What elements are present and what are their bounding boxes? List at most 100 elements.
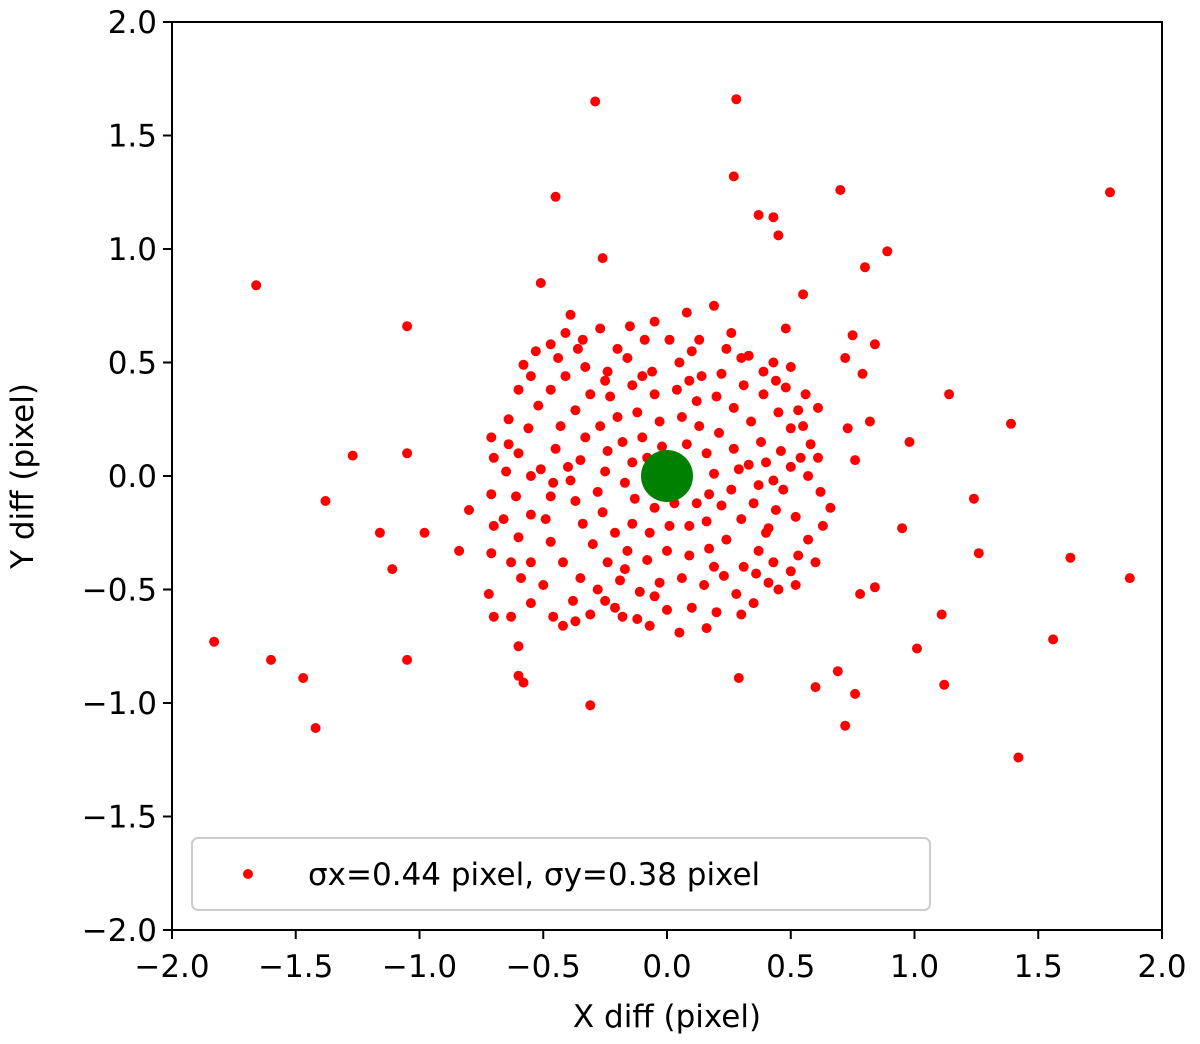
- data-point: [585, 700, 596, 711]
- data-point: [758, 366, 769, 377]
- data-point: [627, 457, 638, 468]
- data-point: [770, 505, 781, 515]
- data-point: [763, 577, 774, 588]
- data-point: [387, 564, 398, 575]
- data-point: [644, 620, 655, 631]
- data-point: [545, 384, 556, 395]
- data-point: [525, 471, 536, 481]
- data-point: [503, 439, 514, 450]
- data-point: [721, 534, 732, 545]
- data-point: [545, 491, 556, 502]
- data-point: [756, 437, 766, 447]
- data-point: [968, 493, 979, 504]
- data-point: [795, 452, 806, 463]
- data-point: [649, 591, 660, 602]
- data-point: [587, 539, 598, 550]
- axis-ticks: −2.0 −1.5 −1.0 −0.5 0.0 0.5 1.0 1.5 2.0 −2.0 −1.5 −…: [82, 5, 1187, 985]
- data-point: [402, 321, 413, 332]
- data-point: [486, 432, 497, 443]
- data-point: [498, 514, 509, 525]
- data-point: [684, 375, 695, 386]
- data-point: [785, 423, 796, 434]
- tick-label: −1.5: [258, 949, 333, 985]
- data-point: [855, 589, 866, 599]
- data-point: [733, 673, 744, 683]
- data-point: [511, 491, 521, 502]
- tick-label: −1.0: [82, 686, 157, 722]
- data-point: [785, 362, 796, 372]
- data-point: [785, 461, 796, 472]
- data-point: [691, 498, 702, 509]
- data-point: [454, 545, 465, 556]
- data-point: [644, 527, 655, 538]
- data-point: [803, 534, 814, 545]
- data-point: [775, 446, 786, 456]
- data-point: [711, 607, 722, 618]
- data-point: [676, 412, 687, 422]
- data-point: [525, 557, 536, 568]
- data-point: [585, 389, 596, 400]
- data-point: [738, 561, 749, 572]
- data-point: [798, 289, 809, 300]
- data-point: [686, 346, 697, 357]
- data-point: [716, 500, 727, 511]
- data-point: [488, 611, 499, 622]
- data-point: [209, 636, 220, 647]
- data-point: [548, 477, 559, 488]
- data-point: [864, 416, 875, 427]
- data-point: [568, 595, 578, 606]
- data-point: [810, 682, 821, 693]
- data-point: [513, 448, 524, 459]
- data-point: [595, 323, 606, 334]
- data-point: [832, 666, 843, 677]
- data-point: [624, 321, 635, 332]
- data-point: [619, 564, 630, 575]
- data-point: [869, 339, 880, 350]
- data-point: [545, 339, 556, 350]
- data-point: [676, 573, 687, 584]
- data-point: [419, 527, 430, 538]
- data-point: [738, 380, 749, 391]
- data-point: [486, 489, 497, 500]
- data-point: [736, 514, 747, 525]
- data-point: [805, 439, 816, 450]
- data-point: [798, 421, 809, 432]
- data-point: [637, 432, 648, 443]
- data-point: [751, 568, 762, 579]
- data-point: [548, 611, 559, 622]
- data-point: [555, 421, 566, 432]
- data-point: [699, 580, 710, 590]
- data-point: [523, 423, 534, 434]
- data-point: [716, 368, 727, 379]
- tick-label: 1.5: [108, 119, 157, 155]
- data-point: [840, 353, 851, 363]
- data-point: [617, 611, 628, 622]
- data-point: [597, 507, 608, 518]
- data-point: [374, 527, 385, 538]
- data-point: [728, 171, 739, 182]
- data-point: [501, 466, 512, 477]
- data-point: [600, 375, 611, 386]
- data-point: [726, 484, 737, 495]
- data-point: [464, 505, 474, 515]
- data-point: [558, 620, 568, 631]
- data-point: [647, 366, 658, 377]
- data-point: [649, 389, 660, 400]
- data-point: [513, 384, 524, 395]
- data-point: [850, 688, 861, 699]
- data-point: [298, 673, 309, 683]
- data-point: [810, 557, 821, 568]
- data-point: [347, 450, 358, 461]
- data-point: [572, 343, 583, 354]
- data-point: [602, 366, 613, 377]
- data-point: [525, 509, 536, 520]
- centroid-marker: [641, 450, 693, 502]
- data-point: [632, 407, 643, 418]
- data-point: [780, 323, 791, 334]
- tick-label: 0.5: [766, 949, 815, 985]
- tick-label: −2.0: [134, 949, 209, 985]
- data-point: [657, 441, 667, 452]
- data-point: [731, 94, 742, 105]
- data-point: [649, 316, 660, 327]
- tick-label: 2.0: [1137, 949, 1186, 985]
